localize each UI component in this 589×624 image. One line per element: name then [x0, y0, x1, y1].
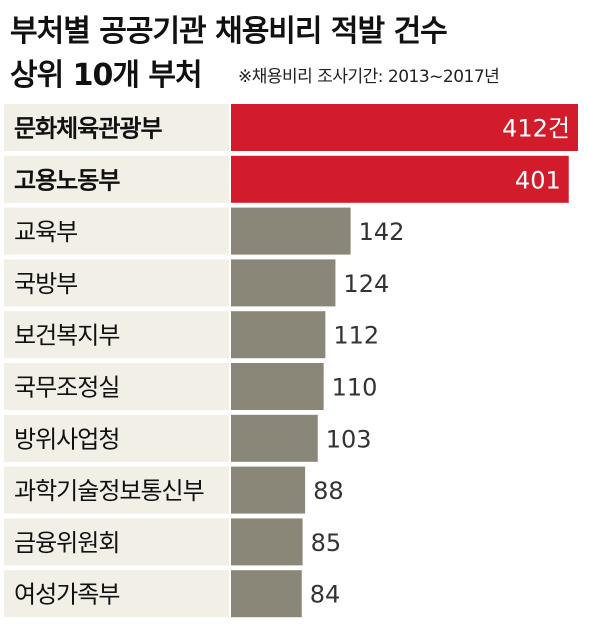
value-label: 103	[326, 425, 372, 453]
bar-row: 금융위원회 85	[4, 518, 342, 566]
survey-period-note: ※채용비리 조사기간: 2013~2017년	[238, 67, 500, 87]
category-label: 국방부	[14, 270, 77, 298]
category-label-background	[4, 207, 229, 255]
value-label: 112	[333, 322, 379, 350]
bar-row: 보건복지부 112	[4, 311, 379, 359]
bar	[231, 207, 351, 255]
bar	[231, 570, 302, 618]
bar-row: 고용노동부 401	[4, 155, 569, 203]
category-label-background	[4, 363, 229, 410]
value-label: 124	[343, 270, 389, 298]
category-label: 과학기술정보통신부	[14, 477, 204, 505]
bar	[231, 363, 324, 410]
category-label: 보건복지부	[14, 322, 119, 350]
category-label: 교육부	[14, 218, 77, 246]
value-label: 110	[332, 374, 378, 402]
value-label: 88	[313, 477, 344, 505]
category-label: 방위사업청	[14, 425, 119, 453]
category-label-background	[4, 570, 229, 618]
bar-row: 국방부 124	[4, 259, 389, 307]
bar	[231, 311, 326, 359]
bar-row: 방위사업청 103	[4, 414, 372, 462]
value-label: 401	[515, 166, 561, 194]
category-label-background	[4, 311, 229, 359]
value-label: 85	[311, 529, 342, 557]
category-label-background	[4, 466, 229, 514]
bar-row: 과학기술정보통신부 88	[4, 466, 344, 514]
category-label: 국무조정실	[14, 374, 119, 402]
bar	[231, 466, 306, 514]
value-label: 142	[359, 218, 405, 246]
category-label: 금융위원회	[14, 529, 119, 557]
chart-title-line1: 부처별 공공기관 채용비리 적발 건수	[10, 14, 448, 49]
category-label-background	[4, 518, 229, 566]
bar-row: 문화체육관광부 412건	[4, 104, 578, 151]
category-label: 문화체육관광부	[14, 115, 162, 143]
category-label: 여성가족부	[14, 581, 119, 609]
bar-row: 국무조정실 110	[4, 363, 377, 410]
chart-title-line2: 상위 10개 부처	[10, 58, 203, 93]
value-label: 84	[310, 581, 341, 609]
bar-row: 여성가족부 84	[4, 570, 341, 618]
bar	[231, 104, 578, 151]
category-label-background	[4, 259, 229, 307]
bar	[231, 518, 303, 566]
category-label: 고용노동부	[14, 166, 120, 194]
category-label-background	[4, 104, 229, 151]
bar	[231, 259, 336, 307]
category-label-background	[4, 414, 229, 462]
category-label-background	[4, 155, 229, 203]
value-label: 412건	[502, 115, 570, 143]
bar	[231, 155, 569, 203]
bar-row: 교육부 142	[4, 207, 405, 255]
bar	[231, 414, 318, 462]
